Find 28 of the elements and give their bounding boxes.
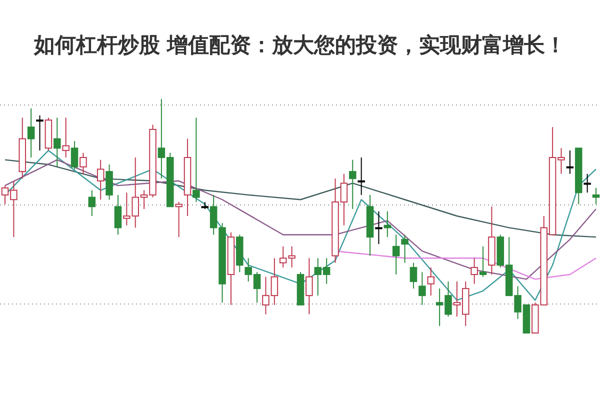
candlestick bbox=[96, 159, 104, 200]
candlestick bbox=[375, 210, 382, 245]
candlestick bbox=[306, 258, 313, 315]
candlestick bbox=[54, 117, 61, 168]
candlestick bbox=[349, 159, 356, 210]
candlestick bbox=[392, 234, 400, 275]
candlestick bbox=[106, 164, 113, 200]
candlestick bbox=[401, 234, 408, 264]
candlestick bbox=[27, 108, 35, 158]
candlestick bbox=[418, 272, 426, 306]
candlestick bbox=[358, 157, 365, 196]
candlestick bbox=[36, 114, 44, 151]
candlestick bbox=[62, 117, 70, 158]
candlestick bbox=[384, 210, 392, 238]
candlestick bbox=[114, 194, 122, 236]
candlestick bbox=[566, 150, 574, 174]
chart-title: 如何杠杆炒股 增值配资：放大您的投资，实现财富增长！ bbox=[32, 33, 566, 57]
candlestick bbox=[80, 152, 87, 174]
candlestick bbox=[175, 201, 182, 238]
candlestick bbox=[88, 190, 96, 216]
candlestick bbox=[410, 262, 418, 290]
candlestick bbox=[70, 140, 78, 170]
candlestick bbox=[592, 187, 600, 205]
candlestick bbox=[479, 246, 487, 278]
candlestick bbox=[470, 258, 478, 284]
candlestick bbox=[584, 173, 591, 194]
candlestick bbox=[192, 117, 200, 202]
candlestick bbox=[427, 266, 434, 296]
